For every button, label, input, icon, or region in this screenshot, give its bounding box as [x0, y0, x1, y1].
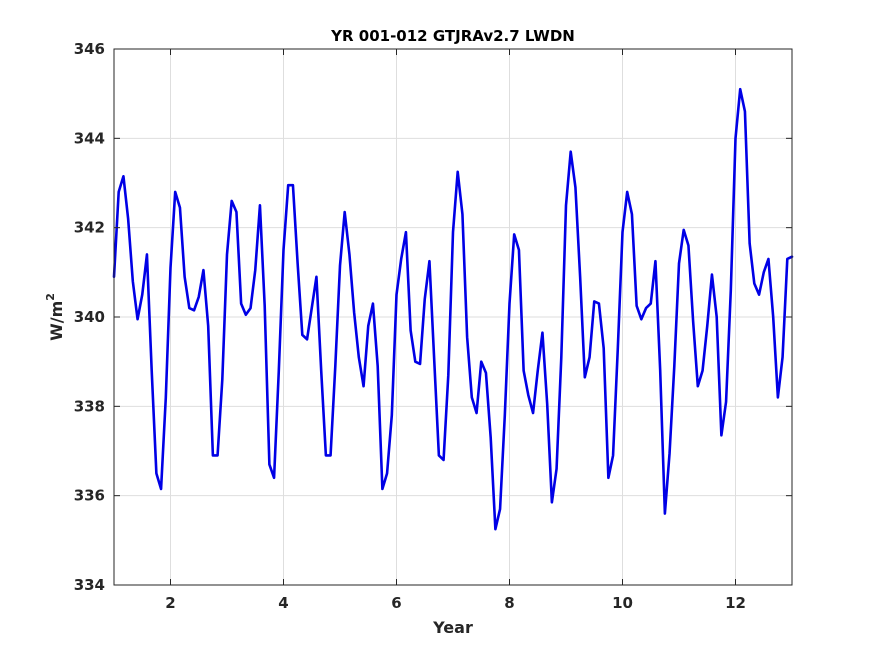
y-tick-labels: 334 336 338 340 342 344 346: [74, 40, 105, 594]
chart-title: YR 001-012 GTJRAv2.7 LWDN: [330, 27, 575, 45]
y-tick-label: 336: [74, 487, 105, 505]
y-tick-label: 338: [74, 397, 105, 415]
x-tick-label: 10: [612, 594, 633, 612]
x-tick-label: 6: [391, 594, 401, 612]
x-tick-label: 12: [725, 594, 746, 612]
y-axis-label: W/m2: [44, 293, 66, 341]
x-tick-label: 2: [165, 594, 175, 612]
x-axis-label: Year: [432, 618, 473, 637]
y-axis-label-base: W/m: [47, 301, 66, 341]
x-tick-label: 4: [278, 594, 288, 612]
ticks: [114, 48, 792, 586]
y-tick-label: 342: [74, 219, 105, 237]
y-tick-label: 344: [74, 129, 105, 147]
x-tick-labels: 2 4 6 8 10 12: [165, 594, 746, 612]
y-axis-label-superscript: 2: [44, 293, 57, 301]
y-tick-label: 346: [74, 40, 105, 58]
y-tick-label: 334: [74, 576, 105, 594]
series-line: [112, 87, 794, 531]
series-group: [112, 87, 794, 531]
y-tick-label: 340: [74, 308, 105, 326]
x-tick-label: 8: [504, 594, 514, 612]
